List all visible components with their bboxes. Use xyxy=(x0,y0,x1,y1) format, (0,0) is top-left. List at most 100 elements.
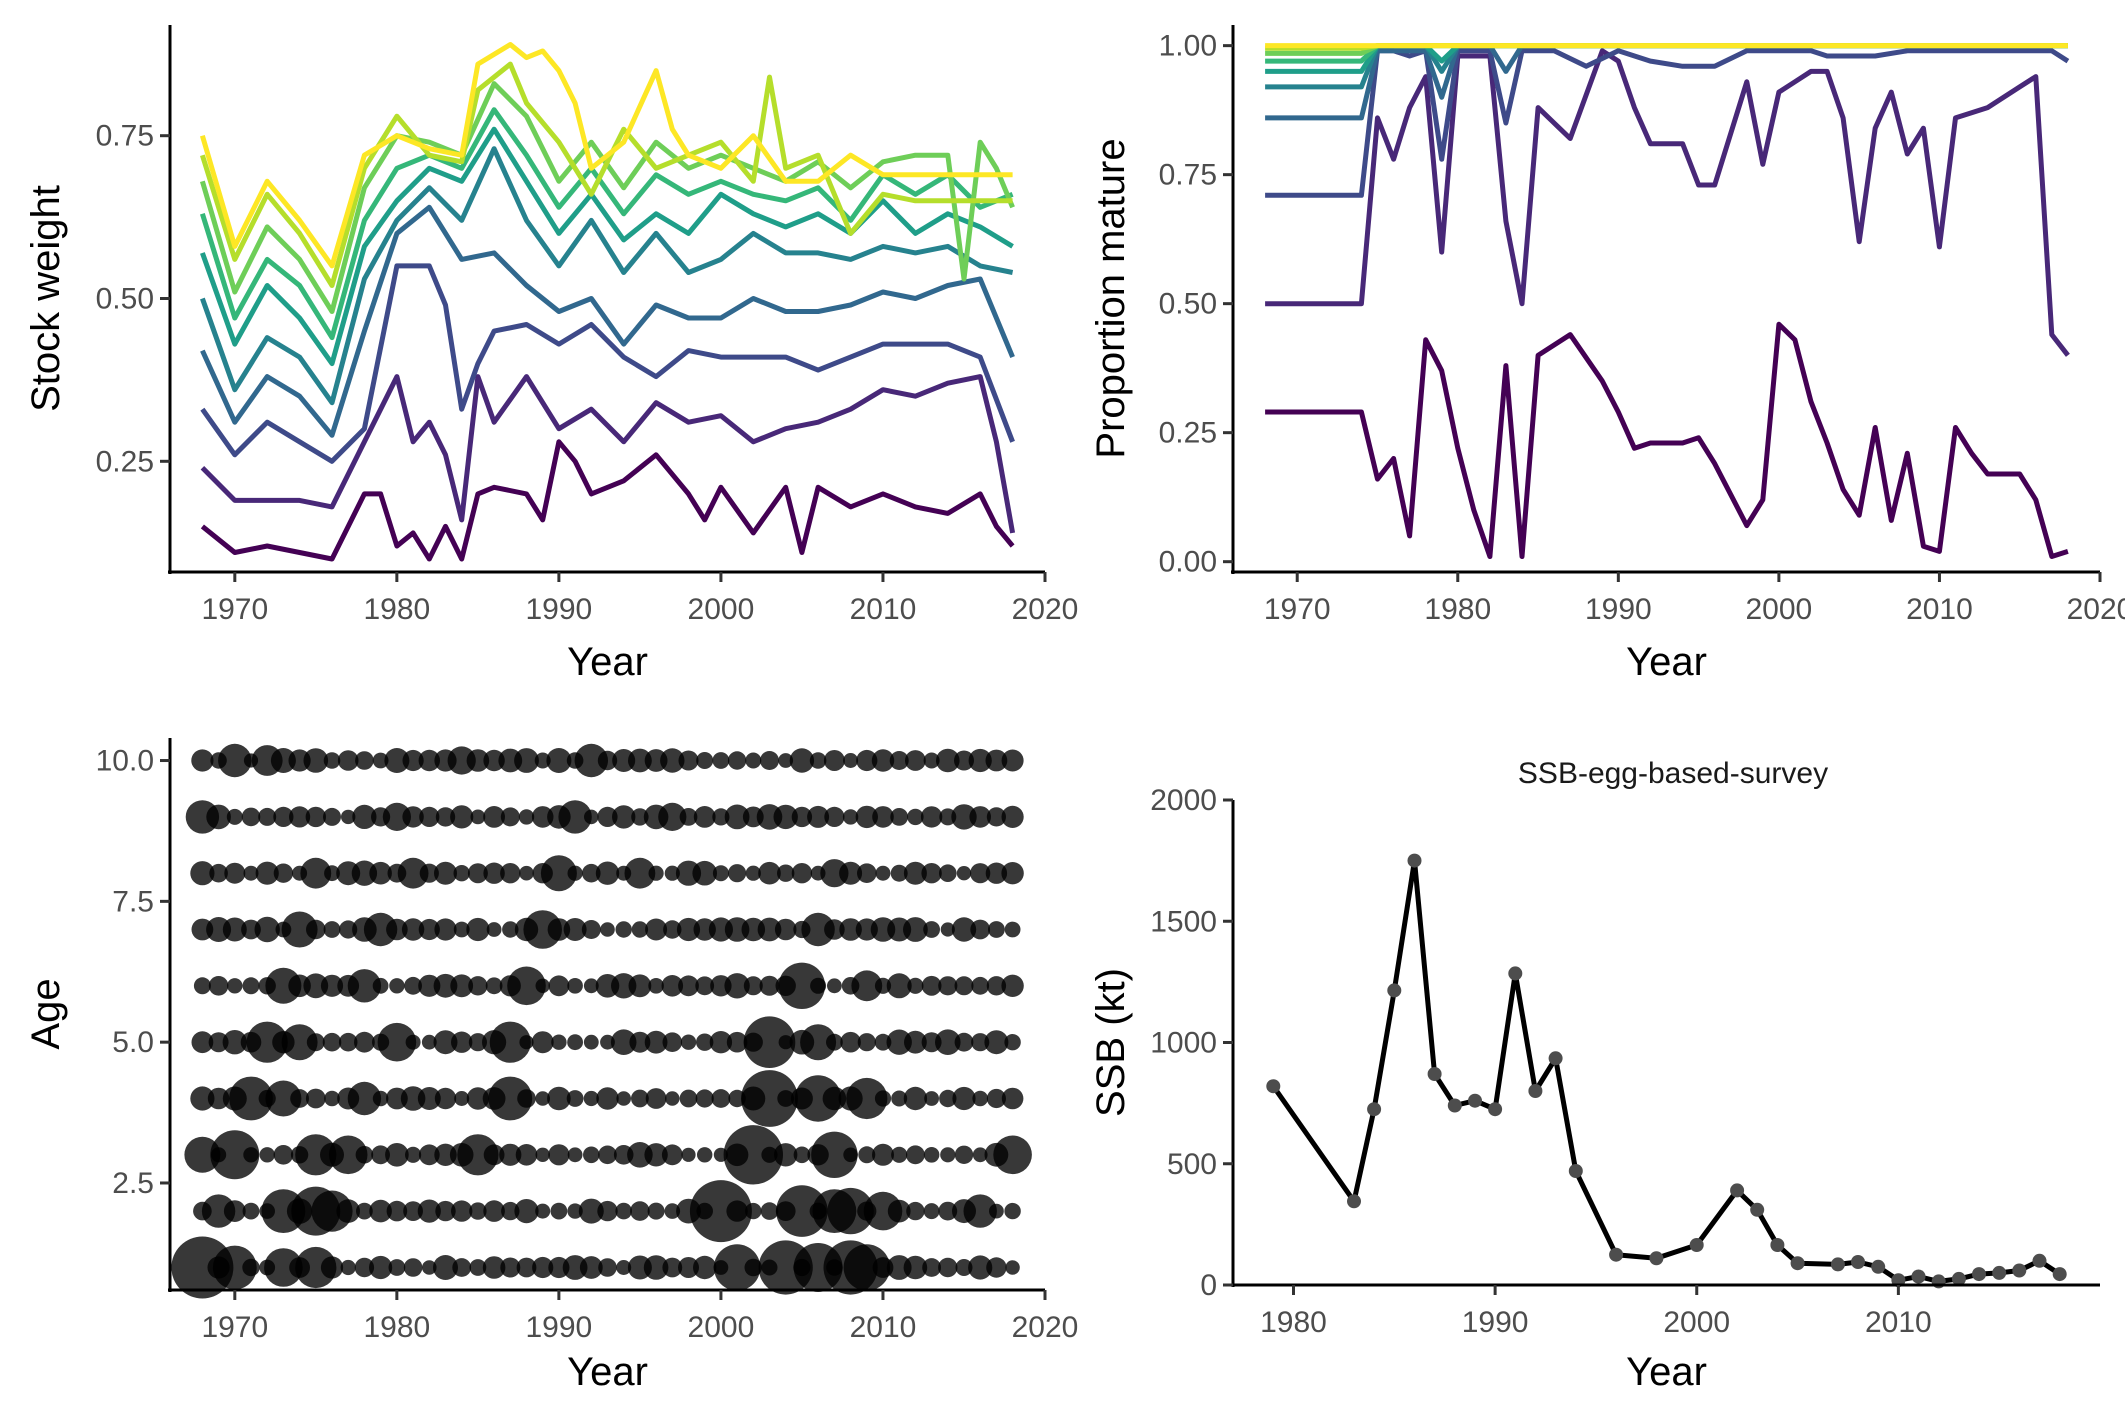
bubble xyxy=(518,809,535,825)
bubble xyxy=(551,1034,567,1050)
y-tick-label: 1000 xyxy=(1150,1027,1217,1060)
bubble xyxy=(631,1089,649,1108)
bubble xyxy=(970,919,991,940)
x-tick-label: 2010 xyxy=(1906,593,1973,626)
bubble xyxy=(971,976,990,995)
x-tick-label: 2010 xyxy=(850,1311,917,1344)
bubble xyxy=(567,978,583,994)
bubble xyxy=(843,753,859,768)
bubble xyxy=(968,748,992,773)
bubble xyxy=(924,1091,939,1106)
bubble xyxy=(1004,1034,1021,1051)
bubble xyxy=(255,861,279,885)
bubble xyxy=(597,806,618,828)
bubble xyxy=(665,1091,680,1106)
stock-weight-panel: 1970 1980 1990 2000 2010 2020 0.25 0.50 0.75 Year… xyxy=(24,25,1078,684)
bubble xyxy=(794,1075,842,1122)
bubble xyxy=(726,1031,748,1053)
bubble xyxy=(500,1257,521,1278)
bubble xyxy=(857,1033,876,1052)
bubble xyxy=(695,976,715,996)
bubble xyxy=(190,861,215,886)
bubble xyxy=(224,862,246,884)
bubble xyxy=(630,1201,650,1221)
bubble xyxy=(258,807,277,826)
ssb-point xyxy=(1830,1257,1845,1272)
bubble xyxy=(612,805,636,829)
bubble xyxy=(679,1089,698,1108)
x-tick-label: 1970 xyxy=(201,1311,268,1344)
bubble xyxy=(434,1143,457,1167)
bubble xyxy=(986,807,1007,827)
bubble xyxy=(328,1135,368,1175)
bubble xyxy=(516,1257,537,1278)
bubble xyxy=(401,918,425,941)
bubble xyxy=(903,917,928,942)
bubble xyxy=(377,1022,417,1062)
bubble xyxy=(323,752,341,769)
bubble xyxy=(663,920,682,939)
bubble xyxy=(434,1087,457,1110)
bubble xyxy=(778,1035,793,1050)
bubble xyxy=(826,1033,843,1051)
bubble xyxy=(201,1194,236,1228)
bubble xyxy=(535,1203,551,1219)
bubble xyxy=(547,918,571,941)
ssb-point xyxy=(1951,1271,1966,1286)
y-tick-label: 0 xyxy=(1200,1269,1217,1302)
bubble xyxy=(451,1200,473,1222)
bubble xyxy=(548,1144,570,1166)
bubble xyxy=(993,1135,1032,1175)
bubble xyxy=(531,806,554,828)
ssb-point xyxy=(1851,1255,1865,1269)
bubble xyxy=(760,1202,779,1220)
bubble xyxy=(872,1143,894,1166)
bubble xyxy=(968,1255,993,1280)
bubble xyxy=(711,1089,731,1108)
bubble xyxy=(563,918,587,941)
x-axis-title: Year xyxy=(567,1350,648,1394)
ssb-point xyxy=(1548,1051,1563,1066)
bubble xyxy=(341,809,356,825)
bubble xyxy=(971,1033,990,1052)
x-tick-label: 1980 xyxy=(1260,1306,1327,1339)
bubble xyxy=(578,1198,604,1224)
bubble xyxy=(567,1203,583,1219)
bubble xyxy=(354,1257,375,1278)
bubble xyxy=(777,864,795,882)
bubble xyxy=(265,1080,302,1117)
ssb-panel-title: SSB-egg-based-survey xyxy=(1518,757,1828,790)
ssb-point xyxy=(2052,1267,2067,1282)
bubble xyxy=(582,863,601,883)
bubble xyxy=(171,1236,234,1299)
bubble xyxy=(984,1030,1009,1055)
bubble xyxy=(906,1201,925,1221)
bubble xyxy=(1001,1087,1024,1110)
bubble xyxy=(450,974,474,998)
bubble xyxy=(709,1031,733,1054)
bubble xyxy=(273,863,294,883)
bubble xyxy=(405,1146,422,1163)
bubble xyxy=(644,1143,668,1167)
proportion-mature-panel: 1970 1980 1990 2000 2010 2020 0.00 0.25 0.50 0.75… xyxy=(1089,25,2125,684)
bubble xyxy=(1001,749,1024,772)
bubble xyxy=(972,1090,988,1107)
bubble xyxy=(776,1185,828,1237)
bubble xyxy=(631,921,649,938)
bubble xyxy=(793,1146,811,1164)
bubble xyxy=(184,1136,221,1173)
series-line-age-6 xyxy=(200,126,1014,367)
y-axis-title: SSB (kt) xyxy=(1089,968,1133,1117)
bubble xyxy=(501,1201,520,1221)
bubble xyxy=(969,806,991,828)
bubble xyxy=(643,1255,669,1280)
ssb-point xyxy=(1972,1267,1986,1282)
bubble xyxy=(676,917,701,942)
ssb-point xyxy=(1790,1256,1805,1271)
bubble xyxy=(903,1086,928,1111)
x-tick-label: 2000 xyxy=(688,593,755,626)
bubble xyxy=(369,1199,392,1223)
x-tick-label: 2000 xyxy=(1663,1306,1730,1339)
bubble xyxy=(382,802,411,832)
bubble xyxy=(939,864,957,882)
